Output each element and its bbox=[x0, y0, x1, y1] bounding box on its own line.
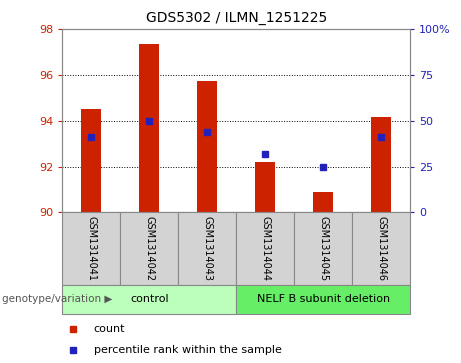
Title: GDS5302 / ILMN_1251225: GDS5302 / ILMN_1251225 bbox=[146, 11, 327, 25]
Bar bbox=[81, 109, 101, 212]
Bar bbox=[236, 212, 294, 285]
Text: genotype/variation ▶: genotype/variation ▶ bbox=[2, 294, 112, 305]
Text: NELF B subunit deletion: NELF B subunit deletion bbox=[257, 294, 390, 305]
Bar bbox=[294, 212, 352, 285]
Text: GSM1314042: GSM1314042 bbox=[144, 216, 154, 281]
Text: GSM1314044: GSM1314044 bbox=[260, 216, 270, 281]
Bar bbox=[62, 285, 236, 314]
Text: GSM1314046: GSM1314046 bbox=[376, 216, 386, 281]
Text: GSM1314045: GSM1314045 bbox=[318, 216, 328, 281]
Bar bbox=[352, 212, 410, 285]
Bar bbox=[120, 212, 178, 285]
Text: percentile rank within the sample: percentile rank within the sample bbox=[94, 345, 281, 355]
Bar bbox=[139, 44, 160, 212]
Bar bbox=[197, 81, 218, 212]
Text: count: count bbox=[94, 324, 125, 334]
Bar bbox=[371, 117, 391, 212]
Text: GSM1314043: GSM1314043 bbox=[202, 216, 212, 281]
Bar bbox=[178, 212, 236, 285]
Bar bbox=[62, 212, 120, 285]
Bar bbox=[313, 192, 333, 212]
Bar bbox=[236, 285, 410, 314]
Bar bbox=[255, 162, 275, 212]
Text: GSM1314041: GSM1314041 bbox=[86, 216, 96, 281]
Text: control: control bbox=[130, 294, 169, 305]
